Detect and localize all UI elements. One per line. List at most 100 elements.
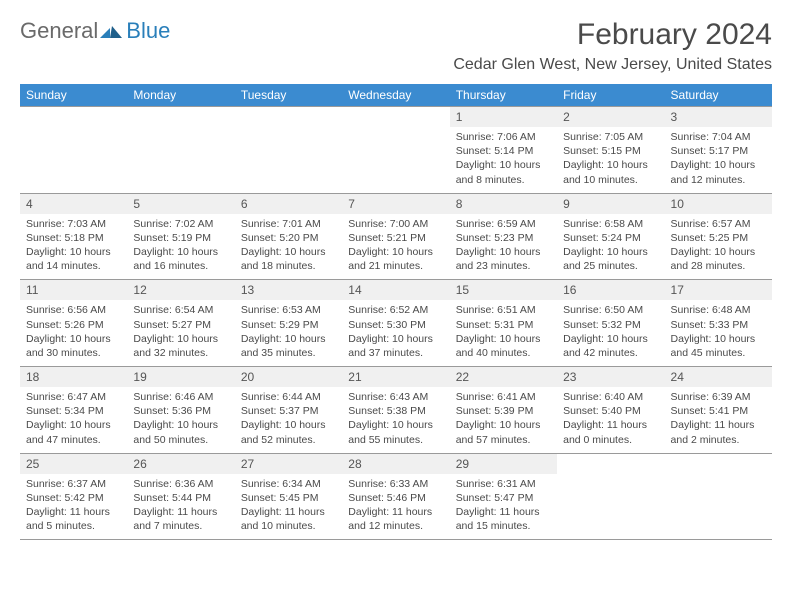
sunset-text: Sunset: 5:25 PM <box>671 231 766 245</box>
day-number: 5 <box>127 194 234 214</box>
day-number: 3 <box>665 107 772 127</box>
sunset-text: Sunset: 5:47 PM <box>456 491 551 505</box>
location: Cedar Glen West, New Jersey, United Stat… <box>453 56 772 74</box>
day-number: 29 <box>450 454 557 474</box>
daylight-text: Daylight: 11 hours and 0 minutes. <box>563 418 658 446</box>
day-content: Sunrise: 6:50 AMSunset: 5:32 PMDaylight:… <box>557 300 664 366</box>
day-cell <box>665 453 772 539</box>
day-number: 9 <box>557 194 664 214</box>
daylight-text: Daylight: 10 hours and 42 minutes. <box>563 332 658 360</box>
day-cell <box>235 107 342 194</box>
sunset-text: Sunset: 5:19 PM <box>133 231 228 245</box>
logo-mark-icon <box>100 22 124 40</box>
day-cell: 27Sunrise: 6:34 AMSunset: 5:45 PMDayligh… <box>235 453 342 539</box>
sunrise-text: Sunrise: 6:59 AM <box>456 217 551 231</box>
day-number: 27 <box>235 454 342 474</box>
sunset-text: Sunset: 5:34 PM <box>26 404 121 418</box>
day-cell: 10Sunrise: 6:57 AMSunset: 5:25 PMDayligh… <box>665 193 772 280</box>
day-content: Sunrise: 6:47 AMSunset: 5:34 PMDaylight:… <box>20 387 127 453</box>
daylight-text: Daylight: 10 hours and 14 minutes. <box>26 245 121 273</box>
sunrise-text: Sunrise: 6:51 AM <box>456 303 551 317</box>
day-content: Sunrise: 6:33 AMSunset: 5:46 PMDaylight:… <box>342 474 449 540</box>
day-content: Sunrise: 6:40 AMSunset: 5:40 PMDaylight:… <box>557 387 664 453</box>
sunset-text: Sunset: 5:30 PM <box>348 318 443 332</box>
daylight-text: Daylight: 10 hours and 35 minutes. <box>241 332 336 360</box>
day-cell: 28Sunrise: 6:33 AMSunset: 5:46 PMDayligh… <box>342 453 449 539</box>
sunrise-text: Sunrise: 7:01 AM <box>241 217 336 231</box>
sunrise-text: Sunrise: 6:40 AM <box>563 390 658 404</box>
sunrise-text: Sunrise: 6:36 AM <box>133 477 228 491</box>
sunrise-text: Sunrise: 6:43 AM <box>348 390 443 404</box>
day-header-tue: Tuesday <box>235 84 342 107</box>
day-cell: 12Sunrise: 6:54 AMSunset: 5:27 PMDayligh… <box>127 280 234 367</box>
day-header-mon: Monday <box>127 84 234 107</box>
day-content: Sunrise: 6:54 AMSunset: 5:27 PMDaylight:… <box>127 300 234 366</box>
day-header-sat: Saturday <box>665 84 772 107</box>
sunset-text: Sunset: 5:38 PM <box>348 404 443 418</box>
sunset-text: Sunset: 5:15 PM <box>563 144 658 158</box>
sunrise-text: Sunrise: 6:53 AM <box>241 303 336 317</box>
day-number: 28 <box>342 454 449 474</box>
day-content: Sunrise: 7:00 AMSunset: 5:21 PMDaylight:… <box>342 214 449 280</box>
daylight-text: Daylight: 10 hours and 30 minutes. <box>26 332 121 360</box>
month-title: February 2024 <box>453 18 772 52</box>
sunrise-text: Sunrise: 7:06 AM <box>456 130 551 144</box>
sunset-text: Sunset: 5:14 PM <box>456 144 551 158</box>
day-cell <box>342 107 449 194</box>
day-cell: 26Sunrise: 6:36 AMSunset: 5:44 PMDayligh… <box>127 453 234 539</box>
sunset-text: Sunset: 5:23 PM <box>456 231 551 245</box>
sunrise-text: Sunrise: 6:39 AM <box>671 390 766 404</box>
day-cell: 18Sunrise: 6:47 AMSunset: 5:34 PMDayligh… <box>20 367 127 454</box>
daylight-text: Daylight: 10 hours and 12 minutes. <box>671 158 766 186</box>
daylight-text: Daylight: 10 hours and 10 minutes. <box>563 158 658 186</box>
day-cell <box>557 453 664 539</box>
daylight-text: Daylight: 10 hours and 45 minutes. <box>671 332 766 360</box>
calendar-table: Sunday Monday Tuesday Wednesday Thursday… <box>20 84 772 539</box>
daylight-text: Daylight: 11 hours and 10 minutes. <box>241 505 336 533</box>
sunrise-text: Sunrise: 6:56 AM <box>26 303 121 317</box>
sunrise-text: Sunrise: 6:31 AM <box>456 477 551 491</box>
day-cell: 11Sunrise: 6:56 AMSunset: 5:26 PMDayligh… <box>20 280 127 367</box>
daylight-text: Daylight: 10 hours and 8 minutes. <box>456 158 551 186</box>
day-content: Sunrise: 7:05 AMSunset: 5:15 PMDaylight:… <box>557 127 664 193</box>
day-header-fri: Friday <box>557 84 664 107</box>
day-number: 21 <box>342 367 449 387</box>
daylight-text: Daylight: 10 hours and 37 minutes. <box>348 332 443 360</box>
sunset-text: Sunset: 5:41 PM <box>671 404 766 418</box>
day-cell: 3Sunrise: 7:04 AMSunset: 5:17 PMDaylight… <box>665 107 772 194</box>
daylight-text: Daylight: 10 hours and 50 minutes. <box>133 418 228 446</box>
title-block: February 2024 Cedar Glen West, New Jerse… <box>453 18 772 74</box>
sunset-text: Sunset: 5:37 PM <box>241 404 336 418</box>
day-content: Sunrise: 6:56 AMSunset: 5:26 PMDaylight:… <box>20 300 127 366</box>
sunrise-text: Sunrise: 6:37 AM <box>26 477 121 491</box>
daylight-text: Daylight: 10 hours and 57 minutes. <box>456 418 551 446</box>
daylight-text: Daylight: 11 hours and 15 minutes. <box>456 505 551 533</box>
day-content: Sunrise: 7:06 AMSunset: 5:14 PMDaylight:… <box>450 127 557 193</box>
sunset-text: Sunset: 5:24 PM <box>563 231 658 245</box>
day-number: 6 <box>235 194 342 214</box>
sunset-text: Sunset: 5:21 PM <box>348 231 443 245</box>
day-cell: 15Sunrise: 6:51 AMSunset: 5:31 PMDayligh… <box>450 280 557 367</box>
day-content: Sunrise: 7:01 AMSunset: 5:20 PMDaylight:… <box>235 214 342 280</box>
sunset-text: Sunset: 5:26 PM <box>26 318 121 332</box>
daylight-text: Daylight: 10 hours and 18 minutes. <box>241 245 336 273</box>
day-cell: 24Sunrise: 6:39 AMSunset: 5:41 PMDayligh… <box>665 367 772 454</box>
day-content: Sunrise: 6:36 AMSunset: 5:44 PMDaylight:… <box>127 474 234 540</box>
week-row: 18Sunrise: 6:47 AMSunset: 5:34 PMDayligh… <box>20 367 772 454</box>
day-header-wed: Wednesday <box>342 84 449 107</box>
day-content: Sunrise: 6:48 AMSunset: 5:33 PMDaylight:… <box>665 300 772 366</box>
daylight-text: Daylight: 10 hours and 32 minutes. <box>133 332 228 360</box>
sunrise-text: Sunrise: 6:47 AM <box>26 390 121 404</box>
daylight-text: Daylight: 10 hours and 47 minutes. <box>26 418 121 446</box>
day-number: 19 <box>127 367 234 387</box>
day-content: Sunrise: 6:44 AMSunset: 5:37 PMDaylight:… <box>235 387 342 453</box>
day-cell: 25Sunrise: 6:37 AMSunset: 5:42 PMDayligh… <box>20 453 127 539</box>
day-cell: 6Sunrise: 7:01 AMSunset: 5:20 PMDaylight… <box>235 193 342 280</box>
sunset-text: Sunset: 5:40 PM <box>563 404 658 418</box>
day-number: 11 <box>20 280 127 300</box>
day-content: Sunrise: 7:02 AMSunset: 5:19 PMDaylight:… <box>127 214 234 280</box>
day-content: Sunrise: 6:31 AMSunset: 5:47 PMDaylight:… <box>450 474 557 540</box>
day-number: 18 <box>20 367 127 387</box>
sunrise-text: Sunrise: 6:33 AM <box>348 477 443 491</box>
day-number: 17 <box>665 280 772 300</box>
